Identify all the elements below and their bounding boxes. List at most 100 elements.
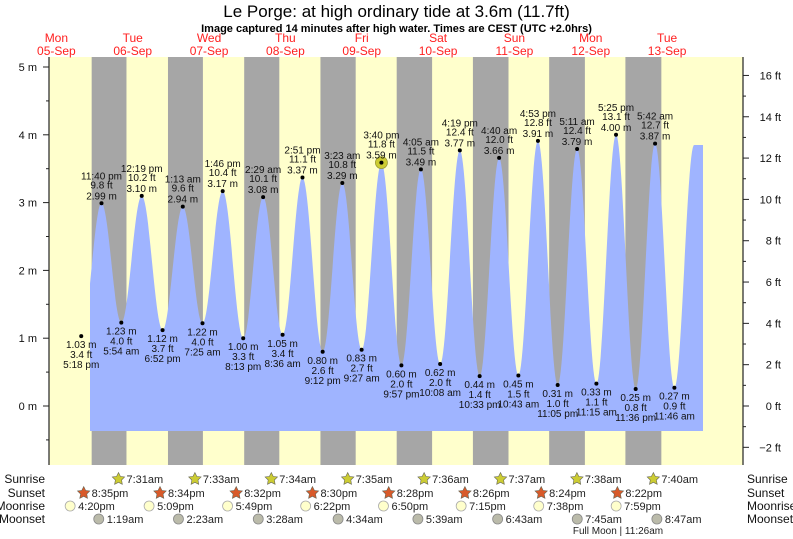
left-tick-label: 5 m — [19, 62, 37, 74]
high-tide-point — [379, 160, 384, 165]
tide-time: 6:52 pm — [144, 354, 180, 365]
tide-height-ft: 11.8 ft — [368, 140, 395, 151]
tide-height-m: 4.00 m — [601, 123, 632, 134]
sunset-item: 8:34pm — [153, 485, 205, 500]
moonrise-item: 6:50pm — [378, 500, 428, 513]
tide-time: 9:57 pm — [383, 389, 419, 400]
low-tide-label: 1.03 m3.4 ft5:18 pm — [63, 340, 99, 371]
high-tide-point — [220, 189, 225, 194]
moonset-icon — [332, 513, 344, 525]
sunset-icon — [534, 485, 548, 499]
tide-height-m: 3.77 m — [445, 138, 476, 149]
day-of-week: Tue — [657, 31, 678, 45]
tide-time: 3:40 pm — [363, 131, 399, 142]
moonset-item: 4:34am — [332, 513, 383, 526]
moonset-icon — [93, 513, 105, 525]
left-tick-label: 4 m — [19, 130, 37, 142]
moonrise-item: 5:49pm — [222, 500, 273, 513]
tide-height-m: 3.87 m — [640, 132, 671, 143]
moonset-icon — [412, 513, 424, 525]
tide-height-m: 3.29 m — [327, 171, 358, 182]
moonset-item: 2:23am — [173, 513, 223, 526]
low-tide-point — [241, 336, 246, 341]
low-tide-point — [438, 361, 443, 366]
moonrise-time: 7:15pm — [469, 501, 506, 513]
left-tick-label: 3 m — [19, 198, 37, 210]
moonrise-item: 7:15pm — [455, 500, 506, 513]
high-tide-point — [139, 193, 144, 198]
low-tide-point — [399, 363, 404, 368]
low-tide-point — [119, 320, 124, 325]
high-tide-label: 11:40 pm9.8 ft2.99 m — [81, 171, 122, 202]
tide-height-m: 2.99 m — [86, 191, 117, 202]
moonrise-item: 7:38pm — [533, 500, 583, 513]
sunset-item: 8:28pm — [381, 485, 434, 500]
day-date: 13-Sep — [648, 44, 687, 58]
sunrise-time: 7:38am — [585, 474, 622, 486]
tide-height-m: 2.94 m — [167, 195, 198, 206]
high-tide-point — [300, 175, 305, 180]
moonrise-icon — [300, 500, 312, 512]
tide-height-ft: 2.6 ft — [312, 366, 334, 377]
low-tide-point — [359, 347, 364, 352]
high-tide-point — [497, 155, 502, 160]
sunrise-icon — [417, 471, 431, 485]
sunrise-time: 7:31am — [126, 474, 163, 486]
tide-height-ft: 10.4 ft — [209, 168, 237, 179]
moonrise-time: 4:20pm — [78, 501, 115, 513]
day-labels: Mon05-SepTue06-SepWed07-SepThu08-SepFri0… — [37, 31, 687, 58]
day-of-week: Mon — [579, 31, 602, 45]
tide-height-m: 1.12 m — [147, 334, 178, 345]
moonset-item: 8:47am — [651, 513, 702, 526]
moonrise-time: 5:49pm — [236, 501, 273, 513]
tide-time: 5:18 pm — [63, 360, 99, 371]
sunset-time: 8:28pm — [397, 488, 434, 500]
low-tide-label: 1.23 m4.0 ft5:54 am — [103, 327, 139, 358]
tide-time: 9:12 pm — [305, 376, 341, 387]
sunset-time: 8:34pm — [168, 488, 205, 500]
tide-time: 11:15 am — [576, 408, 617, 419]
tide-height-m: 0.44 m — [464, 380, 495, 391]
tide-height-ft: 12.8 ft — [524, 118, 552, 129]
sunset-time: 8:32pm — [244, 488, 281, 500]
tide-time: 2:29 am — [245, 165, 281, 176]
tide-height-m: 0.62 m — [425, 368, 456, 379]
low-tide-point — [200, 321, 205, 326]
moonset-item: 7:45am — [571, 513, 622, 526]
sunrise-item: 7:37am — [493, 471, 545, 486]
sunrise-icon — [340, 471, 355, 485]
tide-height-ft: 1.1 ft — [585, 398, 607, 409]
tide-height-ft: 12.4 ft — [563, 126, 591, 137]
sunset-item: 8:22pm — [610, 485, 662, 500]
tide-time: 2:51 pm — [284, 146, 320, 157]
right-tick-label: 14 ft — [760, 112, 781, 124]
tide-time: 1:46 pm — [205, 159, 241, 170]
moonset-time: 2:23am — [186, 514, 223, 526]
tide-height-m: 0.80 m — [307, 356, 338, 367]
tide-height-ft: 1.0 ft — [547, 399, 569, 410]
low-tide-point — [280, 332, 285, 337]
tide-time: 11:40 pm — [81, 171, 122, 182]
sunrise-icon — [111, 471, 126, 485]
day-of-week: Fri — [355, 31, 369, 45]
high-tide-point — [653, 141, 658, 146]
low-tide-label: 0.80 m2.6 ft9:12 pm — [305, 356, 341, 387]
tide-height-m: 3.49 m — [406, 157, 437, 168]
high-tide-point — [457, 148, 462, 153]
sunrise-time: 7:36am — [432, 474, 469, 486]
moonset-icon — [651, 513, 663, 525]
tide-height-ft: 2.0 ft — [390, 379, 412, 390]
sunrise-item: 7:38am — [570, 471, 622, 486]
full-moon-note: Full Moon | 11:26am — [573, 526, 663, 537]
tide-time: 10:08 am — [419, 388, 461, 399]
low-tide-point — [672, 385, 677, 390]
tide-height-ft: 11.5 ft — [407, 146, 434, 157]
tide-time: 10:43 am — [498, 399, 540, 410]
low-tide-point — [594, 381, 599, 386]
